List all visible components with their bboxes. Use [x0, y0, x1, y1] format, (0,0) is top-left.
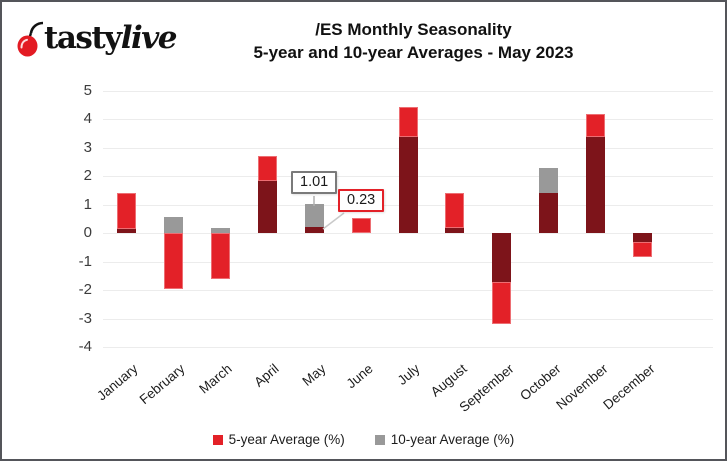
gridline — [103, 233, 713, 235]
plot-area — [103, 91, 713, 348]
bar-december-overlap — [633, 233, 653, 242]
legend: 5-year Average (%) 10-year Average (%) — [2, 432, 725, 447]
gridline — [103, 318, 713, 320]
y-tick-label: 1 — [83, 195, 92, 213]
cherry-icon — [16, 20, 44, 63]
annotation-value: 1.01 — [300, 174, 329, 190]
bar-july-overlap — [398, 136, 418, 234]
bar-november-5yr — [586, 113, 606, 137]
bar-february-10yr — [163, 216, 183, 234]
legend-label-10yr: 10-year Average (%) — [390, 432, 515, 447]
legend-swatch-5yr — [212, 434, 223, 445]
annotation-may-5yr: 0.23 — [338, 189, 385, 212]
bar-september-overlap — [492, 233, 512, 282]
gridline — [103, 91, 713, 92]
brand-first: tasty — [44, 20, 122, 56]
bar-november-overlap — [586, 136, 606, 234]
tastylive-logo: tastylive — [16, 18, 178, 63]
y-tick-label: 0 — [83, 224, 92, 242]
legend-label-5yr: 5-year Average (%) — [228, 432, 345, 447]
annotation-value: 0.23 — [347, 192, 376, 208]
bar-january-overlap — [116, 228, 136, 234]
bar-august-overlap — [445, 227, 465, 234]
y-tick-label: 2 — [83, 167, 92, 185]
brand-wordmark: tastylive — [44, 18, 178, 58]
bar-february-5yr — [163, 233, 183, 289]
gridline — [103, 347, 713, 348]
legend-swatch-10yr — [374, 434, 385, 445]
bar-june-5yr — [351, 217, 371, 234]
bar-july-5yr — [398, 106, 418, 137]
bar-march-10yr — [210, 227, 230, 234]
bar-april-overlap — [257, 180, 277, 234]
bar-may-10yr — [304, 204, 324, 227]
y-tick-label: -4 — [78, 338, 92, 355]
bar-april-5yr — [257, 156, 277, 181]
bar-october-overlap — [539, 193, 559, 234]
bar-august-5yr — [445, 193, 465, 228]
brand-second: live — [120, 20, 178, 56]
gridline — [103, 261, 713, 263]
bar-september-5yr — [492, 281, 512, 325]
y-tick-label: 4 — [83, 110, 92, 128]
annotation-may-10yr: 1.01 — [291, 171, 338, 194]
y-tick-label: -2 — [78, 281, 92, 299]
bar-december-5yr — [633, 241, 653, 258]
bar-march-5yr — [210, 233, 230, 279]
y-tick-label: -1 — [78, 252, 92, 270]
chart-subtitle: 5-year and 10-year Averages - May 2023 — [253, 43, 574, 62]
legend-item-5yr: 5-year Average (%) — [212, 432, 345, 447]
bar-january-5yr — [116, 193, 136, 229]
bar-october-10yr — [539, 167, 559, 194]
y-tick-label: 5 — [83, 82, 92, 99]
y-tick-label: -3 — [78, 309, 92, 327]
y-tick-label: 3 — [83, 138, 92, 156]
chart-title-block: /ES Monthly Seasonality 5-year and 10-ye… — [112, 18, 715, 64]
gridline — [103, 290, 713, 292]
bar-may-overlap — [304, 226, 324, 234]
legend-item-10yr: 10-year Average (%) — [374, 432, 515, 447]
chart-title: /ES Monthly Seasonality — [315, 20, 512, 39]
